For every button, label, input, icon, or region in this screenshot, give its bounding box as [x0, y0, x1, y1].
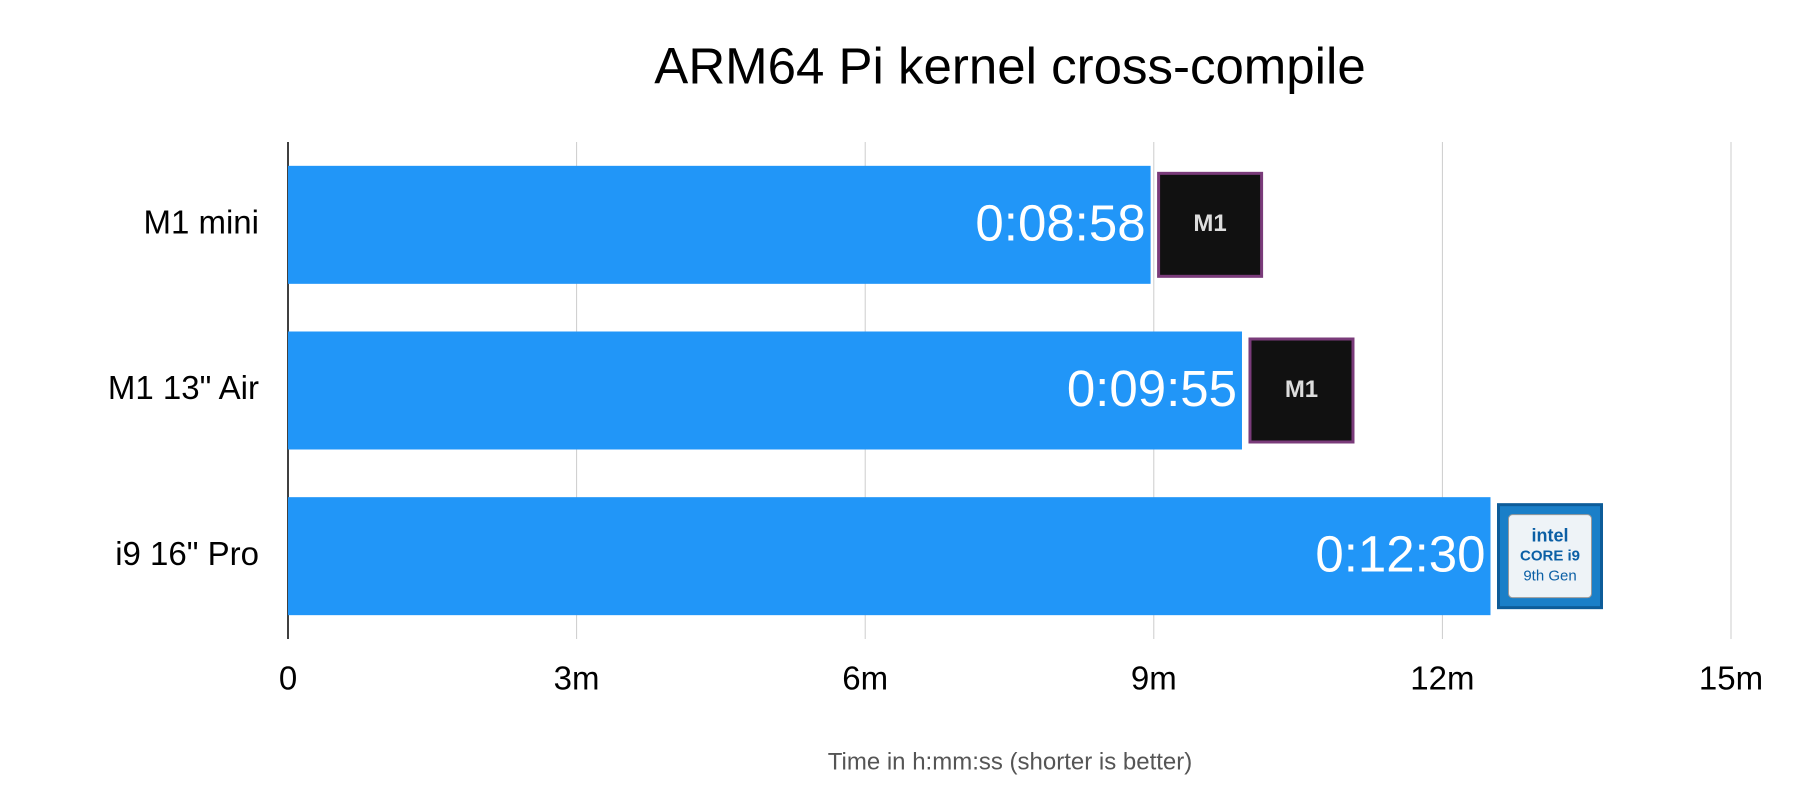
bar: [288, 331, 1242, 450]
y-tick-label: i9 16" Pro: [115, 535, 259, 572]
chip-badge: [1157, 171, 1264, 278]
value-label: 0:09:55: [1067, 360, 1237, 417]
bar: [288, 497, 1491, 616]
badge-text: CORE i9: [1520, 548, 1580, 565]
badge-text: 9th Gen: [1523, 568, 1576, 585]
badge-text: M1: [1193, 210, 1226, 237]
bar: [288, 165, 1151, 284]
chip-badge: [1248, 337, 1355, 444]
x-tick-label: 9m: [1131, 660, 1177, 697]
x-tick-label: 12m: [1410, 660, 1474, 697]
badge-text: M1: [1285, 376, 1318, 403]
value-label: 0:12:30: [1315, 526, 1485, 583]
chip-badge-inner: [1508, 514, 1592, 599]
badge-text: intel: [1531, 525, 1568, 545]
x-tick-label: 3m: [554, 660, 600, 697]
x-tick-label: 0: [279, 660, 297, 697]
y-tick-label: M1 mini: [143, 204, 259, 241]
x-tick-label: 15m: [1699, 660, 1763, 697]
value-label: 0:08:58: [975, 194, 1145, 251]
chart-title: ARM64 Pi kernel cross-compile: [654, 37, 1365, 94]
y-tick-label: M1 13" Air: [108, 369, 259, 406]
x-tick-label: 6m: [842, 660, 888, 697]
x-axis-label: Time in h:mm:ss (shorter is better): [828, 748, 1193, 775]
